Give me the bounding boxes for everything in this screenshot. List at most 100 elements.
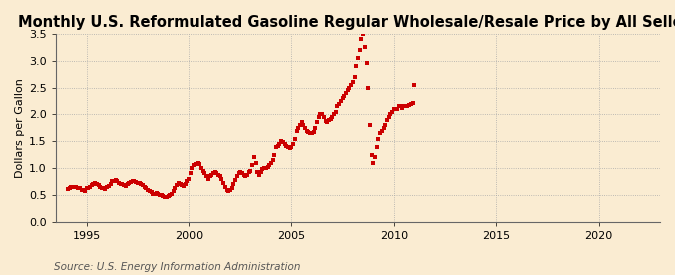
Point [381,118,392,122]
Point [171,183,182,188]
Point [84,185,95,189]
Point [138,183,148,188]
Point [351,64,362,68]
Point [190,162,201,166]
Point [367,152,377,157]
Point [362,86,373,90]
Point [354,48,365,52]
Point [335,99,346,103]
Point [121,184,132,189]
Point [64,186,75,190]
Point [131,180,142,184]
Point [73,186,84,190]
Point [344,86,355,90]
Point [226,186,237,191]
Point [305,131,316,135]
Point [158,194,169,198]
Point [134,181,145,185]
Point [356,37,367,42]
Point [293,126,304,130]
Point [404,103,414,107]
Point [142,187,153,192]
Point [250,161,261,165]
Point [71,185,82,189]
Point [378,126,389,130]
Point [119,183,130,188]
Point [139,185,150,189]
Point [76,187,87,192]
Point [303,130,314,134]
Point [319,115,329,119]
Point [245,169,256,173]
Point [216,177,227,181]
Point [277,140,288,145]
Point [149,192,160,196]
Point [109,179,119,183]
Point [323,118,334,122]
Point [330,109,341,114]
Point [396,104,406,109]
Point [180,182,191,186]
Point [194,162,205,167]
Point [276,139,287,144]
Point [254,172,265,177]
Point [255,170,266,175]
Point [308,130,319,134]
Point [126,180,136,184]
Point [92,182,103,186]
Point [368,161,379,165]
Point [375,131,385,135]
Point [63,187,74,191]
Point [315,112,326,117]
Point [262,165,273,169]
Point [342,88,353,92]
Point [157,193,167,198]
Point [306,131,317,135]
Point [209,170,220,175]
Point [261,166,271,170]
Point [267,158,278,162]
Point [313,115,324,119]
Point [168,188,179,193]
Point [332,104,343,109]
Point [349,75,360,79]
Point [86,183,97,188]
Point [329,112,340,117]
Point [387,109,398,114]
Point [83,186,94,190]
Point [271,144,281,149]
Point [70,185,80,189]
Point [200,174,211,178]
Point [399,104,410,109]
Point [325,117,336,121]
Point [225,187,236,192]
Point [107,179,117,184]
Point [265,161,276,165]
Point [163,194,174,198]
Point [161,194,172,199]
Point [202,177,213,181]
Point [177,183,188,188]
Point [100,187,111,191]
Point [406,101,416,106]
Point [228,182,239,186]
Point [90,181,101,185]
Point [223,188,234,193]
Point [88,182,99,186]
Point [74,186,85,191]
Point [397,106,408,110]
Point [264,163,275,167]
Point [102,185,113,189]
Point [290,136,300,141]
Point [339,94,350,98]
Text: Source: U.S. Energy Information Administration: Source: U.S. Energy Information Administ… [54,262,300,272]
Point [291,128,302,133]
Point [238,172,249,177]
Point [78,188,88,192]
Point [68,185,78,189]
Point [112,179,123,184]
Point [192,161,203,165]
Point [160,194,171,199]
Point [312,120,323,125]
Point [122,182,133,186]
